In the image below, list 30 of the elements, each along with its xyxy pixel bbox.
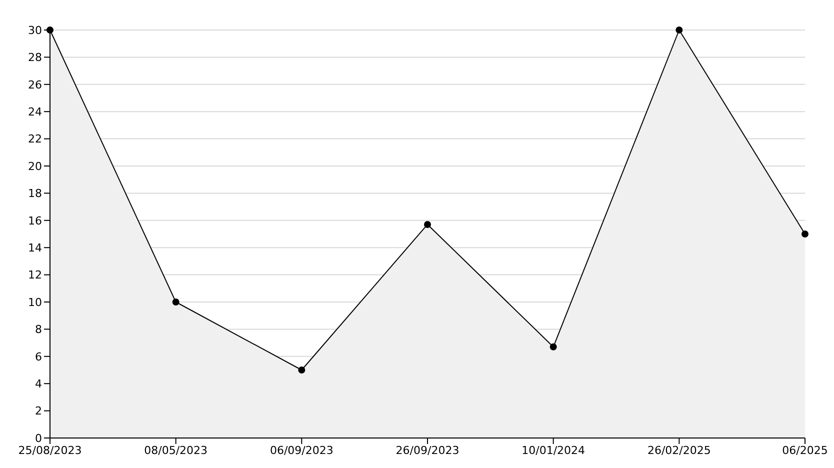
point	[676, 26, 683, 34]
y-tick-label: 6	[35, 350, 42, 364]
y-tick-label: 30	[28, 24, 42, 37]
y-tick-label: 24	[28, 106, 42, 119]
y-tick-label: 0	[35, 432, 42, 445]
y-tick-label: 2	[35, 404, 42, 418]
y-tick-label: 18	[28, 187, 42, 200]
point	[172, 298, 180, 306]
x-tick-label: 26/02/2025	[647, 444, 711, 457]
point	[424, 220, 431, 228]
x-tick-label: 25/08/2023	[18, 444, 82, 457]
x-tick-label: 10/01/2024	[522, 444, 586, 457]
y-tick-label: 16	[28, 214, 42, 228]
y-tick-label: 20	[28, 160, 42, 173]
point	[298, 366, 306, 374]
y-tick-label: 10	[28, 296, 42, 309]
x-tick-label: 06/2025	[782, 444, 828, 457]
x-tick-label: 08/05/2023	[144, 444, 208, 457]
x-tick-label: 06/09/2023	[270, 444, 334, 457]
y-tick-label: 14	[28, 242, 42, 255]
y-tick-label: 8	[35, 323, 42, 336]
y-tick-label: 26	[28, 78, 42, 92]
point	[550, 343, 557, 350]
point	[46, 26, 54, 34]
point	[802, 230, 808, 238]
y-tick-label: 12	[28, 268, 42, 282]
x-tick-label: 26/09/2023	[396, 444, 460, 457]
y-tick-label: 4	[35, 378, 42, 391]
y-tick-label: 28	[28, 51, 42, 64]
y-tick-label: 22	[28, 132, 42, 146]
